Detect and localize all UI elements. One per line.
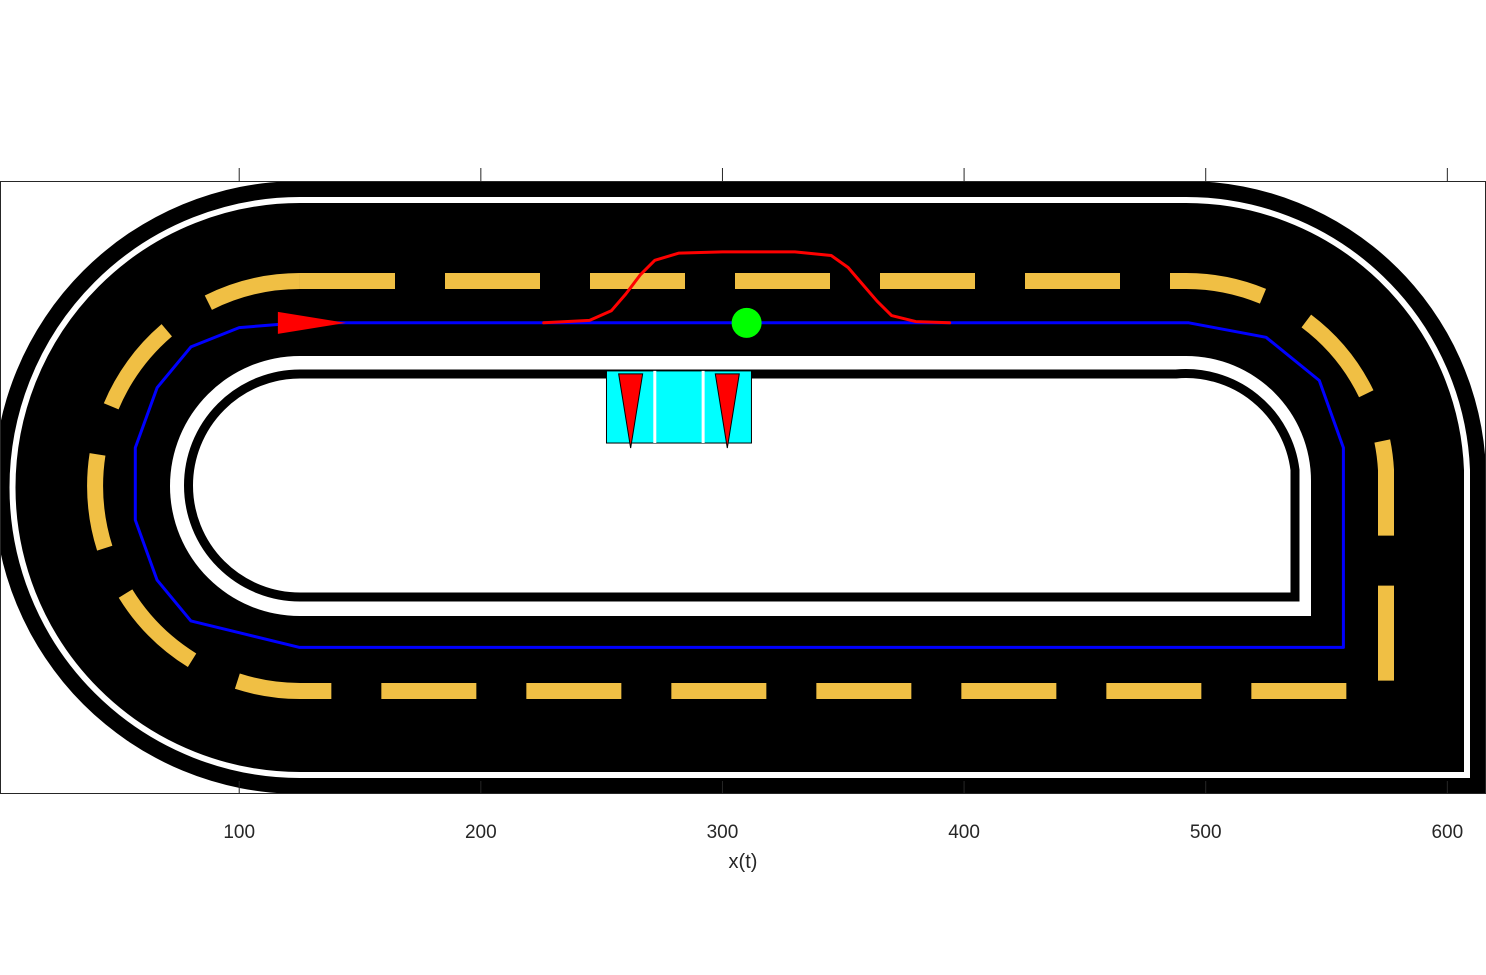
vehicle-marker [731, 307, 762, 338]
trajectory-layer [133, 250, 1345, 649]
series-line-reference-path [133, 321, 1345, 649]
x-tick-label: 400 [948, 822, 980, 843]
x-tick-label: 300 [707, 822, 739, 843]
obstacle-cone [714, 373, 740, 449]
direction-arrowhead [277, 311, 346, 334]
x-tick-label: 500 [1190, 822, 1222, 843]
x-tick-label: 600 [1431, 822, 1463, 843]
x-axis-label: x(t) [729, 851, 758, 873]
obstacle-layer [605, 370, 752, 449]
x-tick-label: 200 [465, 822, 497, 843]
x-tick-label: 100 [223, 822, 255, 843]
obstacle-cone [618, 373, 644, 449]
marker-layer [277, 307, 762, 338]
x-ticks: 100 200 300 400 500 600 [223, 168, 1463, 843]
series-line-lane-change-trajectory [542, 250, 952, 325]
race-track-image [0, 181, 1486, 794]
